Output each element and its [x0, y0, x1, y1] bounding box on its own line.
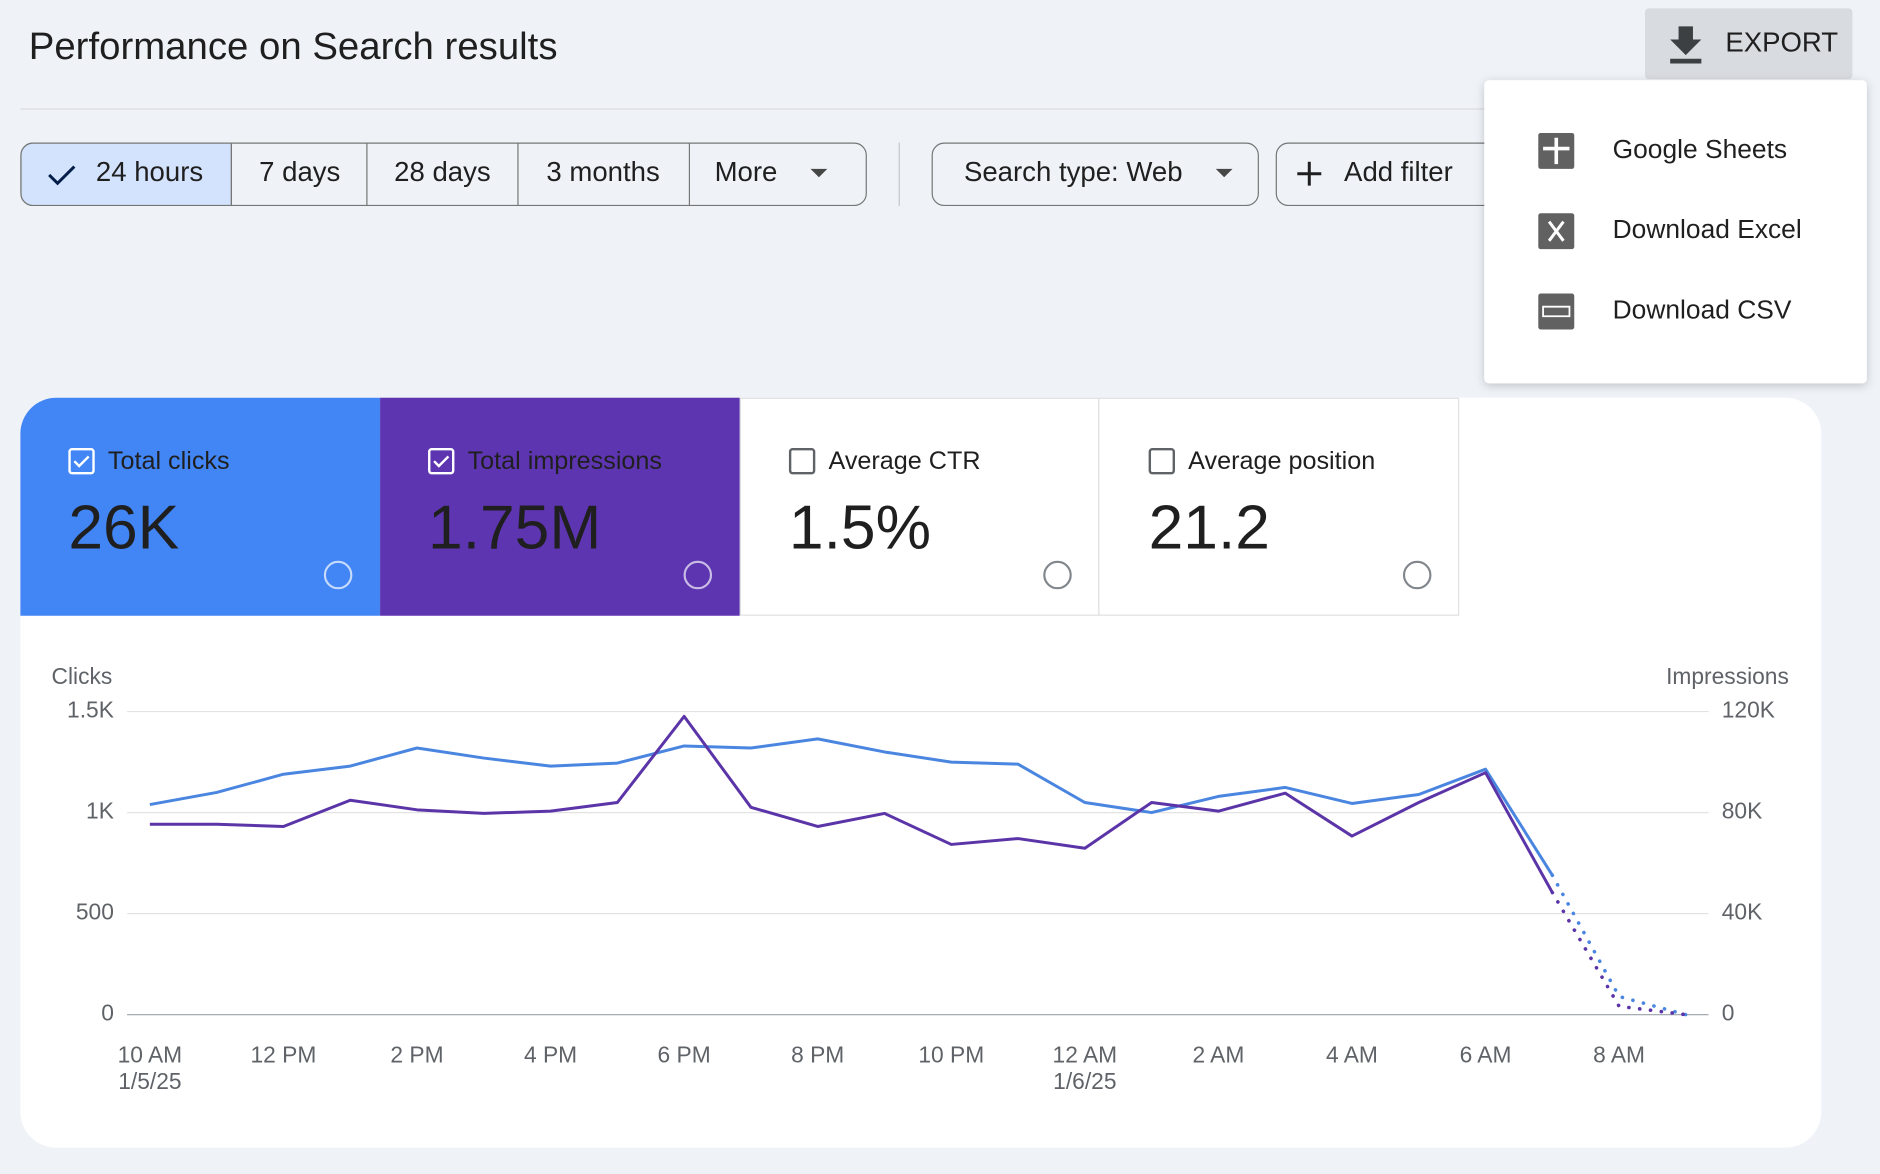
y-tick-label: 0	[101, 1000, 114, 1026]
metric-label: Average position	[1188, 447, 1375, 475]
checkbox	[68, 448, 95, 475]
y-tick-label: 500	[76, 899, 114, 925]
export-menu: Google Sheets Download Excel Download CS…	[1484, 80, 1867, 384]
date-chip[interactable]: 24 hours	[96, 156, 203, 187]
date-chip[interactable]: 3 months	[546, 156, 659, 187]
x-tick-label: 4 AM	[1326, 1042, 1378, 1068]
help-icon[interactable]	[1043, 560, 1072, 590]
checkmark	[433, 455, 450, 468]
chip-outline	[931, 142, 1259, 207]
y2-tick-label: 80K	[1722, 798, 1763, 824]
y2-tick-label: 40K	[1722, 899, 1763, 925]
metric-label: Total impressions	[468, 447, 662, 475]
check-icon	[48, 165, 76, 186]
date-filter-group: 24 hours 7 days 28 days 3 months More	[20, 142, 867, 207]
y2-tick-label: 120K	[1722, 697, 1775, 723]
metric-value: 1.5%	[789, 493, 931, 562]
metric-value: 1.75M	[428, 493, 601, 562]
x-tick-label: 8 PM	[791, 1042, 844, 1068]
label-line: 1/5/25	[118, 1068, 181, 1094]
search-type-label: Search type: Web	[964, 156, 1183, 187]
sheets-icon-mark	[1543, 137, 1570, 165]
y-tick-label: 1K	[86, 798, 114, 824]
x-tick-label: 6 AM	[1460, 1042, 1512, 1068]
tile-clicks[interactable]	[20, 397, 381, 616]
help-icon[interactable]	[683, 560, 713, 590]
series-line-partial	[1550, 890, 1688, 1017]
chip-selected-bg	[20, 142, 233, 207]
x-tick-label: 12 AM 1/6/25	[1053, 1042, 1118, 1094]
checkbox	[788, 448, 816, 475]
plus-icon	[1297, 161, 1322, 186]
caret	[810, 168, 828, 178]
y-tick-label: 1.5K	[67, 697, 114, 723]
y-axis-title: Clicks	[52, 663, 113, 689]
tile-impressions[interactable]	[380, 397, 740, 616]
checkmark	[73, 455, 90, 468]
date-chip[interactable]: 7 days	[259, 156, 340, 187]
series-line	[149, 714, 1554, 894]
csv-icon-mark	[1542, 305, 1571, 318]
help-icons	[323, 560, 1432, 590]
x-tick-label: 6 PM	[658, 1042, 711, 1068]
export-button[interactable]: EXPORT	[1645, 8, 1853, 80]
metric-tiles: Total clicks Total impressions Average C…	[20, 397, 1460, 616]
tile-position[interactable]	[1098, 397, 1460, 616]
chart: 0 500 1K 1.5K 0 40K 80K 120K Clicks Impressions 10…	[52, 663, 1789, 1094]
help-icon[interactable]	[1402, 560, 1432, 590]
menu-item[interactable]: Download Excel	[1613, 214, 1802, 244]
y2-axis-title: Impressions	[1666, 663, 1789, 689]
metric-value: 21.2	[1149, 493, 1270, 562]
menu-item[interactable]: Google Sheets	[1613, 134, 1787, 164]
x-tick-label: 10 AM 1/5/25	[118, 1042, 183, 1094]
label-line: 1/6/25	[1053, 1068, 1116, 1094]
metric-label: Total clicks	[108, 447, 230, 475]
x-tick-label: 2 AM	[1192, 1042, 1244, 1068]
y2-tick-label: 0	[1722, 1000, 1735, 1026]
checkbox	[1148, 448, 1175, 475]
more-chip[interactable]: More	[715, 156, 778, 187]
label-line: 10 AM	[118, 1042, 183, 1068]
help-icon[interactable]	[323, 560, 353, 590]
search-type-chip[interactable]: Search type: Web	[931, 142, 1259, 207]
excel-icon-mark	[1547, 220, 1565, 242]
date-chip[interactable]: 28 days	[394, 156, 491, 187]
export-label: EXPORT	[1725, 27, 1838, 58]
add-filter-label: Add filter	[1344, 156, 1453, 187]
tile-ctr[interactable]	[739, 397, 1100, 616]
x-tick-label: 8 AM	[1593, 1042, 1645, 1068]
metric-label: Average CTR	[828, 447, 980, 475]
x-tick-label: 2 PM	[390, 1042, 443, 1068]
x-tick-label: 4 PM	[524, 1042, 577, 1068]
download-icon	[1670, 26, 1702, 64]
metric-value: 26K	[68, 493, 179, 562]
menu-item[interactable]: Download CSV	[1613, 294, 1792, 324]
page-title: Performance on Search results	[29, 25, 558, 68]
x-tick-label: 12 PM	[251, 1042, 317, 1068]
series-line-partial	[1550, 873, 1688, 1017]
caret	[1215, 168, 1233, 178]
x-tick-label: 10 PM	[918, 1042, 984, 1068]
series-line	[149, 737, 1554, 877]
menu-panel	[1484, 80, 1867, 384]
checkbox	[428, 448, 455, 475]
csv-icon	[1538, 293, 1575, 330]
label-line: 12 AM	[1053, 1042, 1118, 1068]
